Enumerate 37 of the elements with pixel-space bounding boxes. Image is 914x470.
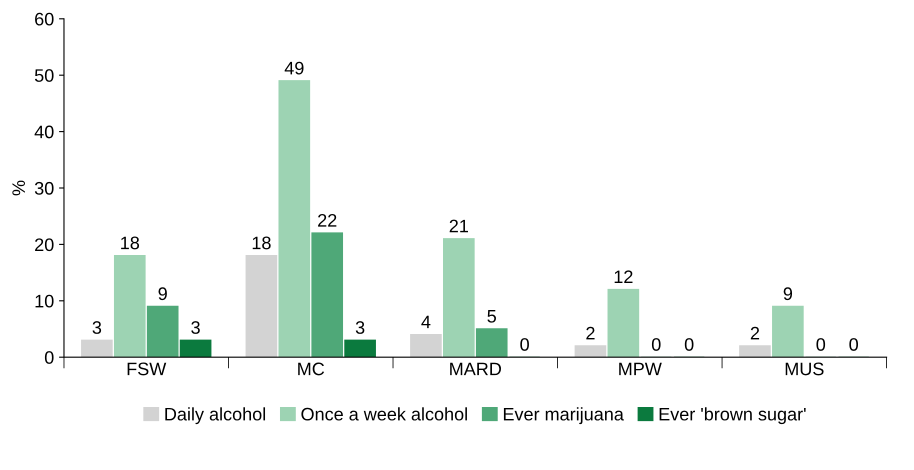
x-tick-label: MARD (450, 362, 501, 376)
y-tick-label: 50 (34, 69, 54, 82)
y-tick-label: 20 (35, 238, 54, 252)
data-label: 0 (816, 338, 826, 351)
data-label: 2 (750, 326, 760, 340)
data-label: 4 (421, 316, 430, 328)
data-label: 49 (284, 62, 304, 74)
legend-label: Ever marijuana (504, 407, 624, 424)
y-tick-label: 60 (35, 12, 54, 26)
data-label: 0 (520, 338, 529, 351)
legend-label: Ever 'brown sugar' (660, 407, 806, 424)
legend-label: Daily alcohol (165, 407, 266, 424)
data-label: 21 (450, 220, 468, 232)
data-label: 22 (318, 214, 336, 227)
x-tick-label: MUS (786, 362, 824, 376)
data-label: 3 (191, 321, 200, 334)
y-tick-label: 30 (34, 182, 54, 195)
data-label: 0 (684, 338, 694, 351)
data-label: 18 (121, 236, 140, 250)
data-label: 18 (252, 236, 271, 250)
y-tick-label: 10 (36, 294, 54, 308)
x-tick-label: MPW (619, 362, 662, 376)
x-tick-label: MC (298, 362, 324, 376)
y-tick-label: 0 (44, 351, 54, 364)
y-axis-title: % (12, 180, 25, 196)
data-label: 2 (586, 326, 595, 340)
data-label: 9 (158, 287, 167, 300)
x-tick-label: FSW (128, 362, 166, 376)
data-label: 0 (652, 338, 661, 351)
data-label: 9 (784, 287, 792, 300)
legend-label: Once a week alcohol (301, 407, 467, 421)
y-tick-label: 40 (34, 126, 54, 138)
data-label: 3 (92, 321, 102, 334)
data-label: 3 (356, 321, 364, 334)
data-label: 0 (849, 338, 858, 351)
data-label: 12 (614, 270, 632, 283)
data-label: 5 (487, 310, 496, 323)
